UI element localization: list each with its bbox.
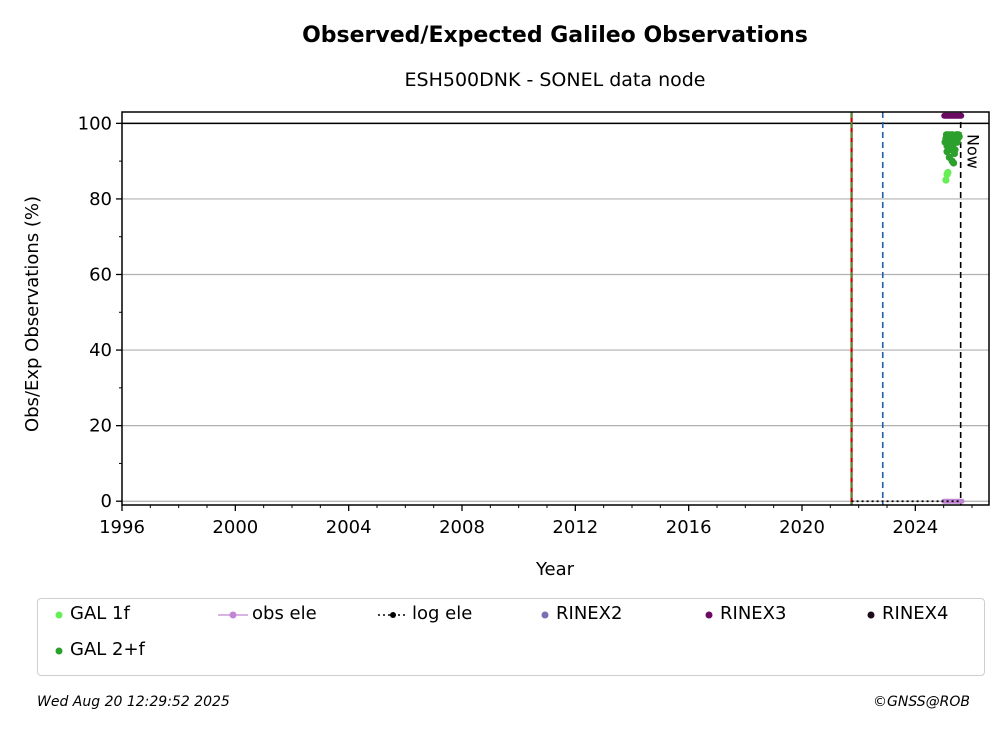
series-gal-2-f-point xyxy=(943,148,951,156)
x-tick-label: 2016 xyxy=(666,517,712,538)
legend-label: GAL 1f xyxy=(70,603,130,624)
series-gal-2-f-point xyxy=(951,146,959,154)
chart-subtitle: ESH500DNK - SONEL data node xyxy=(405,69,706,91)
series-gal-2-f-point xyxy=(955,132,963,141)
legend-swatch xyxy=(705,611,713,618)
legend-label: obs ele xyxy=(252,603,317,624)
legend-item: GAL 1f xyxy=(52,603,130,624)
timestamp: Wed Aug 20 12:29:52 2025 xyxy=(37,694,230,710)
credit: ©GNSS@ROB xyxy=(873,694,970,710)
x-tick-label: 2012 xyxy=(552,517,598,538)
legend-item: RINEX4 xyxy=(864,603,948,624)
y-tick-label: 0 xyxy=(101,491,112,512)
plot-frame xyxy=(121,111,990,506)
legend-swatch xyxy=(541,611,549,618)
x-tick-label: 2020 xyxy=(779,517,825,538)
series-gal-1f-point xyxy=(942,176,950,184)
legend-item: GAL 2+f xyxy=(52,639,145,660)
x-tick-label: 2004 xyxy=(326,517,372,538)
legend-label: RINEX3 xyxy=(720,603,787,624)
legend-swatch xyxy=(378,611,408,618)
x-tick-label: 1996 xyxy=(99,517,145,538)
y-tick-label: 80 xyxy=(89,189,112,210)
legend-swatch xyxy=(55,611,63,618)
chart-title: Observed/Expected Galileo Observations xyxy=(302,23,808,48)
y-tick-label: 100 xyxy=(78,113,112,134)
plot-area: Now 0 20 40 60 80 100 1996 2000 2004 2008 2012 2016 2… xyxy=(78,111,990,538)
legend-item: log ele xyxy=(378,603,472,624)
x-tick-label: 2000 xyxy=(212,517,258,538)
legend-label: RINEX4 xyxy=(882,603,949,624)
legend-label: log ele xyxy=(412,603,473,624)
y-axis-label: Obs/Exp Observations (%) xyxy=(22,196,43,432)
legend-swatch xyxy=(867,611,875,618)
x-tick-label: 2008 xyxy=(439,517,485,538)
x-axis-label: Year xyxy=(535,559,575,580)
legend-swatch xyxy=(218,611,248,618)
legend: GAL 1f obs ele log ele RINEX2 RINEX3 RINEX4 GA… xyxy=(37,598,985,676)
series-gal-2-f-point xyxy=(949,159,958,167)
legend-swatch xyxy=(55,647,63,654)
y-tick-label: 40 xyxy=(89,340,112,361)
legend-item: RINEX2 xyxy=(538,603,622,624)
y-tick-label: 20 xyxy=(89,416,112,437)
now-label: Now xyxy=(964,134,983,169)
series-gal-1f-point xyxy=(944,168,952,177)
y-tick-label: 60 xyxy=(89,264,112,285)
legend-label: RINEX2 xyxy=(556,603,623,624)
legend-item: RINEX3 xyxy=(702,603,786,624)
legend-label: GAL 2+f xyxy=(70,639,145,660)
legend-item: obs ele xyxy=(218,603,317,624)
x-tick-label: 2024 xyxy=(892,517,938,538)
